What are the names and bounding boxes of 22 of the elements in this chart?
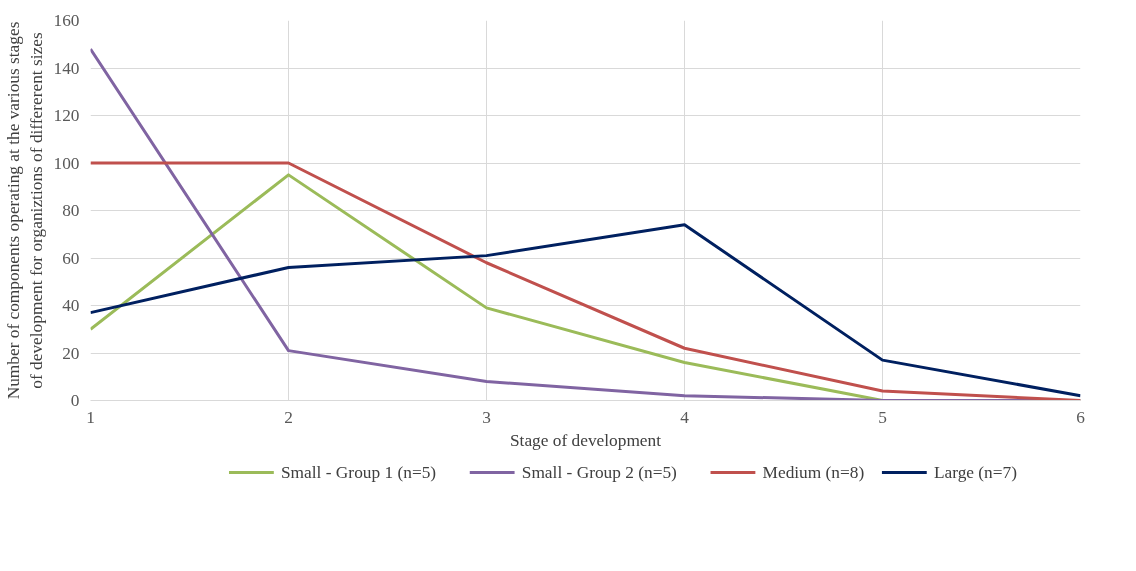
x-tick-label: 6 (1076, 407, 1086, 427)
y-tick-label: 20 (62, 343, 80, 363)
y-tick-label: 100 (53, 153, 80, 173)
x-tick-label: 4 (680, 407, 690, 427)
y-tick-label: 40 (62, 296, 80, 315)
x-tick-label: 3 (482, 407, 491, 427)
x-tick-label: 5 (878, 407, 887, 427)
legend-label: Large (n=7) (933, 463, 1018, 482)
y-tick-label: 80 (62, 201, 80, 220)
y-axis-title: Number of components operating at the various stages of development for organiztions of differerent sizes (3, 21, 46, 400)
legend-label: Medium (n=8) (762, 463, 865, 482)
y-tick-label: 160 (53, 11, 80, 30)
legend-label: Small - Group 1 (n=5) (280, 463, 437, 482)
x-tick-label: 1 (86, 407, 95, 427)
line-series (90, 223, 1081, 398)
y-tick-label: 140 (53, 58, 80, 78)
x-tick-label: 2 (284, 407, 293, 427)
x-axis-title: Stage of development (509, 430, 662, 450)
legend-label: Small - Group 2 (n=5) (521, 463, 678, 482)
y-tick-label: 0 (70, 391, 80, 410)
y-tick-label: 60 (62, 248, 80, 268)
y-tick-label: 120 (53, 106, 80, 125)
